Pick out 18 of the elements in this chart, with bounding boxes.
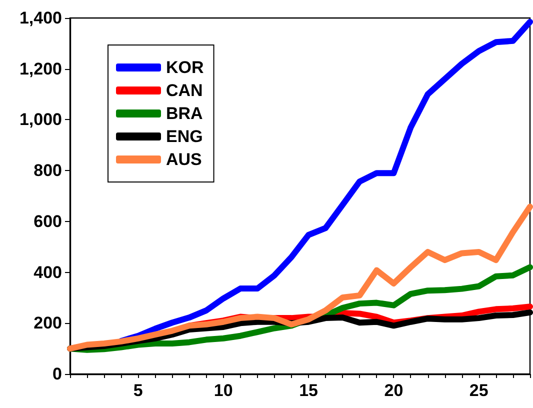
y-tick-label: 400 xyxy=(34,262,62,282)
y-tick-label: 200 xyxy=(34,314,62,333)
legend-label: KOR xyxy=(166,58,204,77)
y-tick-label: 1,400 xyxy=(19,8,62,28)
legend-label: CAN xyxy=(166,81,203,100)
x-tick-label: 5 xyxy=(133,381,143,400)
x-tick-label: 10 xyxy=(214,381,233,400)
legend-label: BRA xyxy=(166,104,203,123)
y-tick-label: 600 xyxy=(34,212,62,231)
x-tick-label: 20 xyxy=(384,381,404,400)
legend-label: AUS xyxy=(166,150,202,169)
y-tick-label: 800 xyxy=(34,161,62,180)
x-tick-label: 25 xyxy=(469,381,488,400)
y-tick-label: 0 xyxy=(52,364,62,384)
y-tick-label: 1,200 xyxy=(19,59,62,78)
x-tick-label: 15 xyxy=(299,381,318,400)
legend-label: ENG xyxy=(166,127,203,146)
y-tick-label: 1,000 xyxy=(19,110,62,130)
